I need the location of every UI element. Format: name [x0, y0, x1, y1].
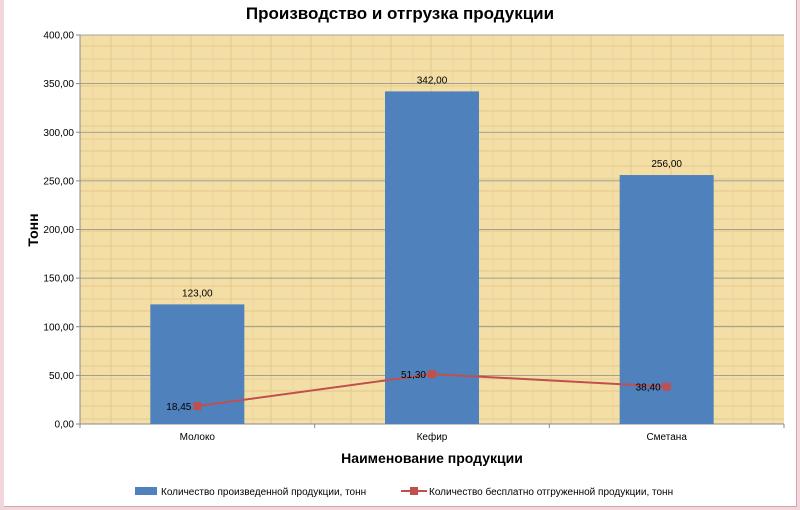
- x-tick-label: Сметана: [646, 432, 687, 443]
- y-tick-label: 50,00: [49, 371, 74, 382]
- y-tick-label: 100,00: [43, 322, 74, 333]
- bar-data-label: 123,00: [182, 288, 213, 299]
- line-point: [428, 370, 436, 379]
- line-data-label: 51,30: [401, 370, 426, 381]
- bar-data-label: 256,00: [651, 159, 682, 170]
- legend-line-label: Количество бесплатно отгруженной продукц…: [429, 486, 673, 498]
- bar: [619, 175, 714, 424]
- y-tick-label: 300,00: [43, 128, 74, 139]
- chart-title: Производство и отгрузка продукции: [246, 4, 554, 23]
- line-series: 18,45 51,30 38,40: [166, 370, 671, 413]
- bar-data-label: 342,00: [417, 75, 448, 86]
- chart-frame: Производство и отгрузка продукции 0,00 50…: [4, 0, 797, 507]
- legend-bar-swatch: [135, 487, 157, 495]
- y-axis-title: Тонн: [25, 213, 41, 246]
- y-tick-label: 400,00: [43, 31, 74, 42]
- legend-line-marker: [410, 487, 418, 495]
- y-tick-label: 150,00: [43, 274, 74, 285]
- line-point: [662, 382, 671, 391]
- chart-svg: Производство и отгрузка продукции 0,00 50…: [25, 4, 785, 498]
- legend-bar-label: Количество произведенной продукции, тонн: [161, 487, 366, 498]
- x-axis-ticks: Молоко Кефир Сметана: [79, 424, 785, 443]
- y-tick-label: 0,00: [55, 420, 75, 431]
- bar: [385, 91, 479, 424]
- legend: Количество произведенной продукции, тонн…: [135, 486, 673, 498]
- y-axis-ticks: 0,00 50,00 100,00 150,00 200,00 250,00 300,00 3…: [43, 31, 80, 431]
- line-data-label: 38,40: [636, 383, 661, 394]
- x-tick-label: Молоко: [180, 432, 216, 443]
- y-tick-label: 250,00: [43, 176, 74, 187]
- x-axis-title: Наименование продукции: [341, 450, 523, 466]
- y-tick-label: 350,00: [43, 79, 74, 90]
- line-point: [193, 402, 202, 411]
- line-data-label: 18,45: [166, 402, 191, 413]
- y-tick-label: 200,00: [43, 225, 74, 236]
- bar-series: 123,00 342,00 256,00: [150, 75, 714, 424]
- x-tick-label: Кефир: [417, 431, 448, 443]
